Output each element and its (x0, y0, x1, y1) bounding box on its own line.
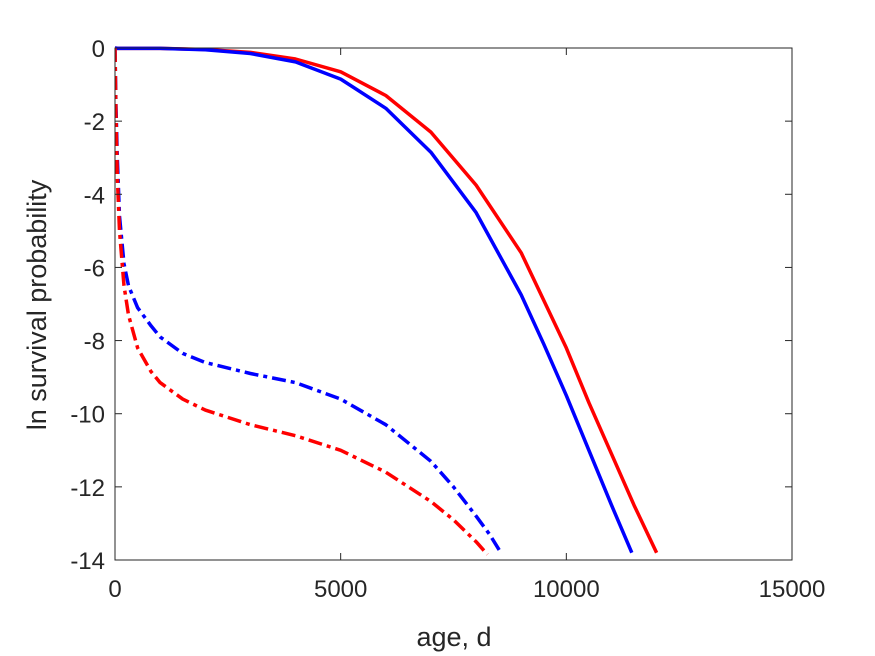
y-tick-label: -2 (84, 109, 105, 136)
y-tick-label: 0 (92, 36, 105, 63)
series-line-3 (115, 47, 503, 554)
y-tick-label: -6 (84, 255, 105, 282)
plot-layer (115, 46, 659, 556)
x-axis-label: age, d (416, 622, 491, 652)
y-tick-label: -8 (84, 329, 105, 356)
x-tick-label: 10000 (533, 576, 600, 603)
y-tick-label: -12 (70, 475, 105, 502)
x-tick-label: 15000 (759, 576, 826, 603)
series-line-2 (115, 46, 634, 554)
x-tick-label: 0 (108, 576, 121, 603)
y-tick-label: -14 (70, 548, 105, 575)
y-tick-label: -4 (84, 182, 105, 209)
y-axis-label: ln survival probability (22, 179, 52, 430)
y-tick-label: -10 (70, 402, 105, 429)
plot-frame (114, 47, 793, 561)
series-line-1 (115, 46, 659, 554)
series-line-4 (115, 47, 489, 556)
x-tick-label: 5000 (314, 576, 367, 603)
axes-layer: 0 5000 10000 15000 0 -2 -4 -6 -8 -10 -12 -14 (70, 36, 825, 603)
